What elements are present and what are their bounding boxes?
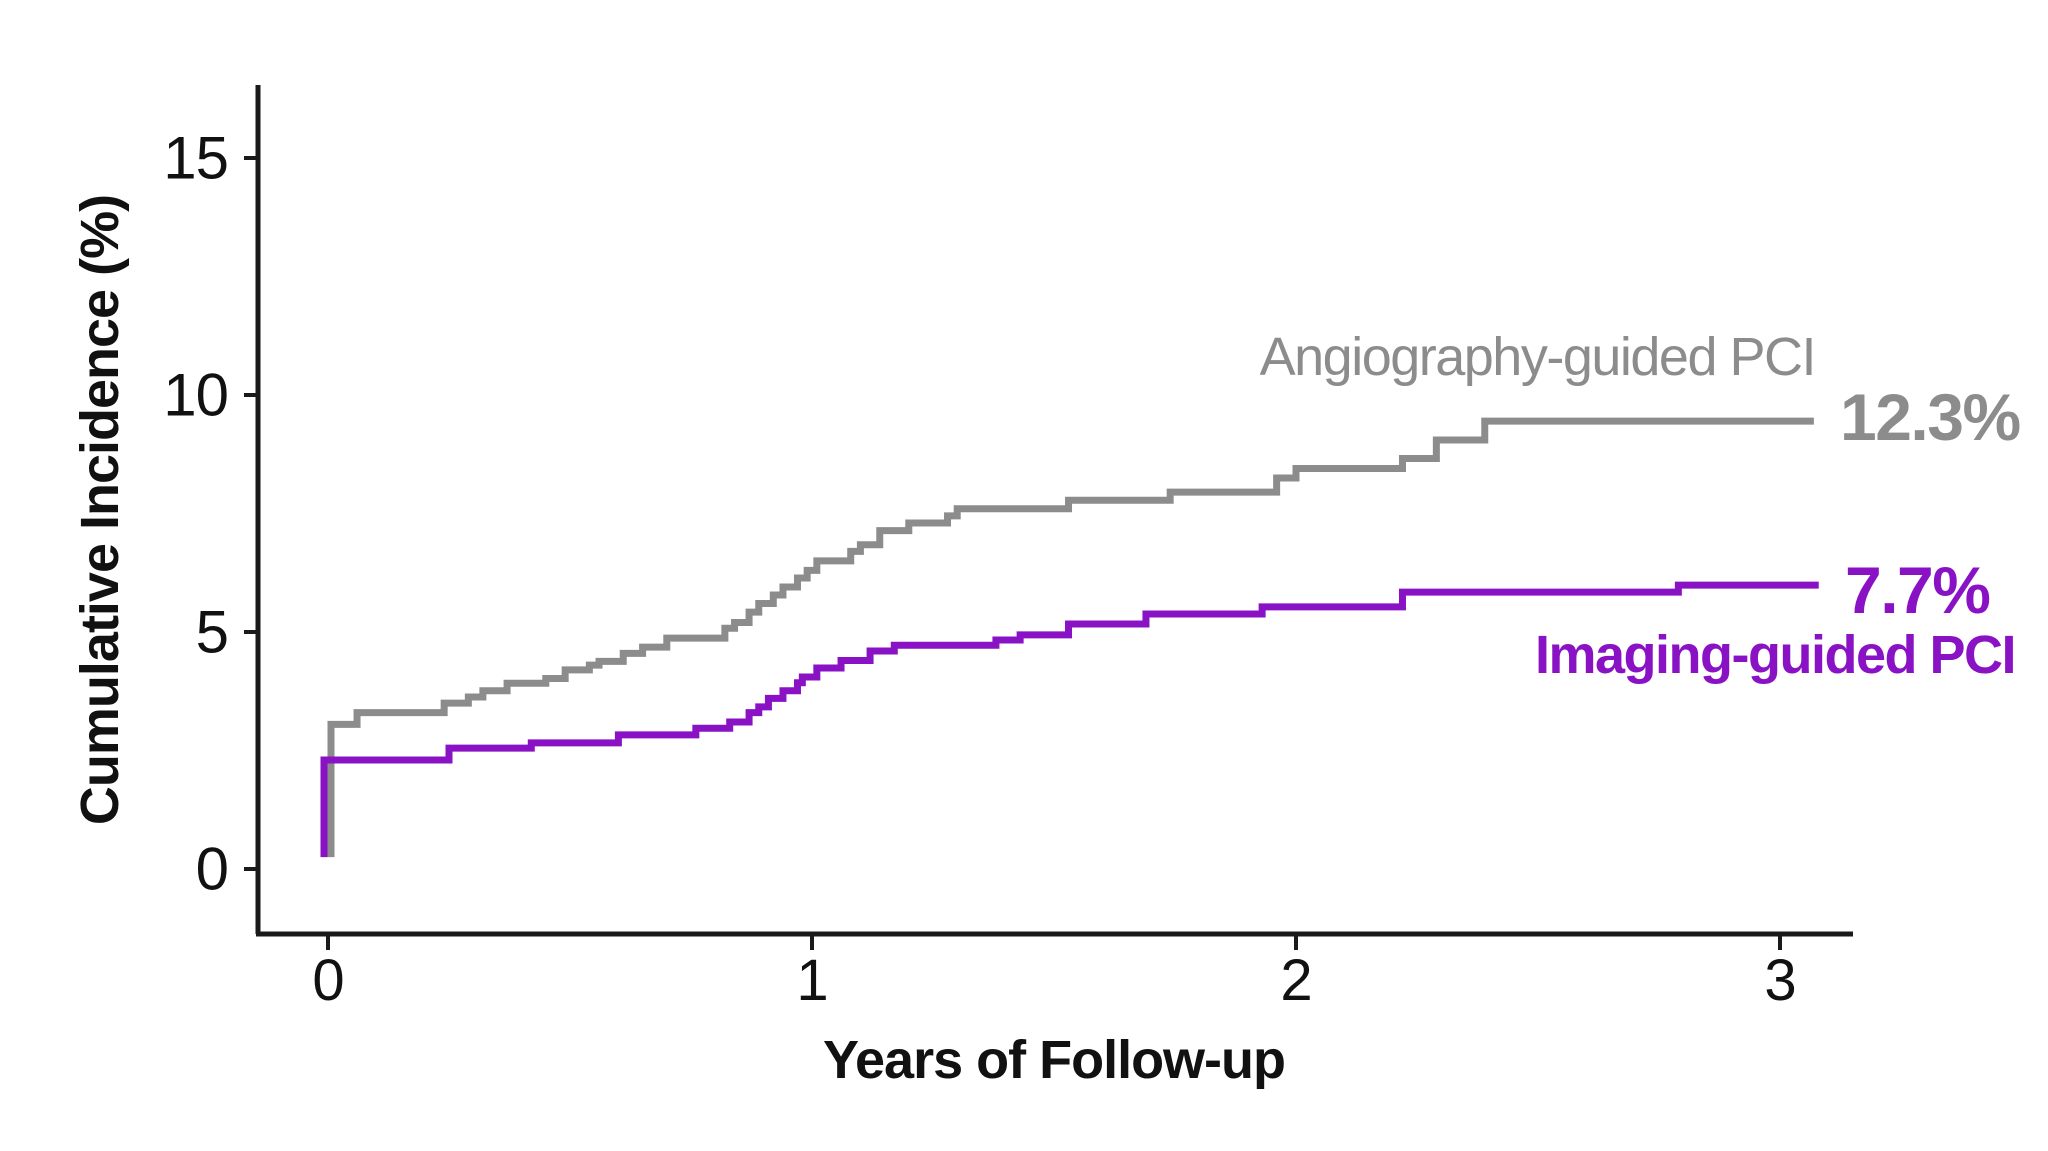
axis-ticks: 0 5 10 15 0 1 2 3 — [163, 125, 1796, 1014]
x-axis-title: Years of Follow-up — [823, 1030, 1285, 1090]
y-tick-label-10: 10 — [163, 362, 228, 429]
x-tick-label-0: 0 — [312, 948, 343, 1013]
y-tick-label-15: 15 — [163, 125, 228, 192]
imaging-series-label: Imaging-guided PCI — [1535, 625, 2017, 685]
angiography-value-label: 12.3% — [1840, 380, 2021, 454]
x-tick-label-1: 1 — [796, 948, 827, 1013]
imaging-guided-pci-curve — [320, 581, 1819, 858]
y-tick-label-0: 0 — [196, 836, 228, 903]
imaging-value-label: 7.7% — [1845, 553, 1991, 627]
survival-curves — [320, 417, 1819, 858]
y-axis-title: Cumulative Incidence (%) — [70, 195, 130, 825]
y-tick-label-5: 5 — [196, 599, 228, 666]
angiography-guided-pci-curve — [327, 417, 1814, 858]
x-tick-label-3: 3 — [1764, 948, 1795, 1013]
x-tick-label-2: 2 — [1280, 948, 1311, 1013]
angiography-series-label: Angiography-guided PCI — [1259, 327, 1817, 387]
